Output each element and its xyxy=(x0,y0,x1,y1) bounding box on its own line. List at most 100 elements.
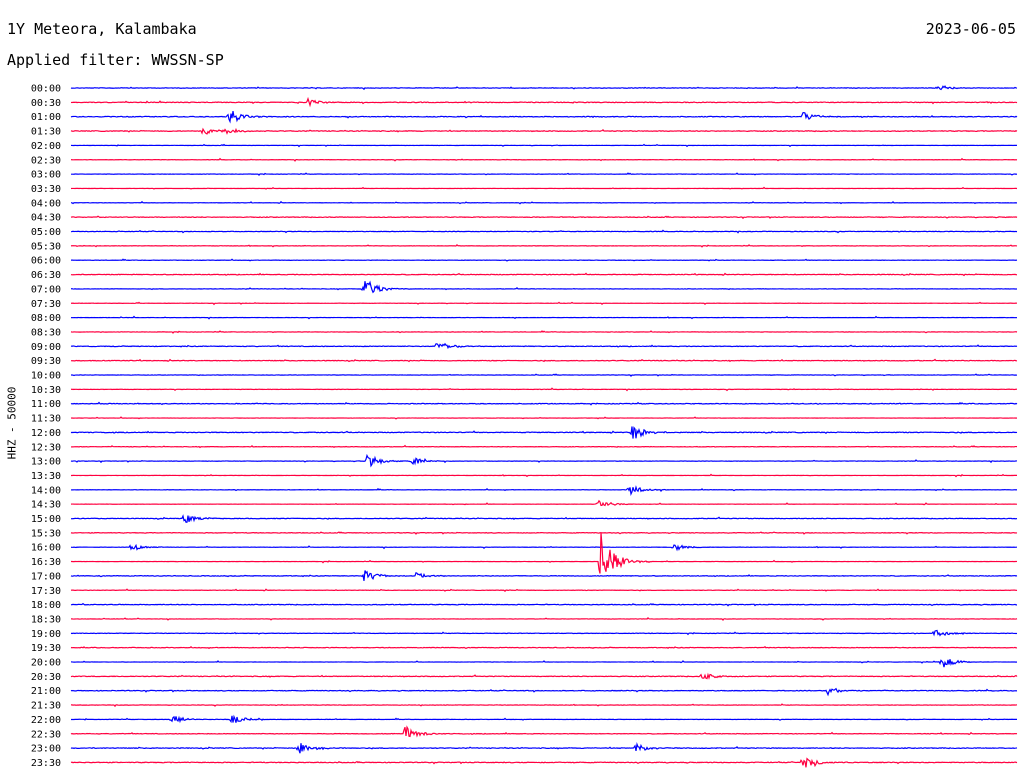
trace-line xyxy=(70,358,1018,363)
row-time-label: 16:00 xyxy=(31,543,61,554)
trace-line xyxy=(70,659,1018,668)
row-time-label: 03:30 xyxy=(31,184,61,195)
trace-line xyxy=(70,426,1018,439)
row-time-label: 11:30 xyxy=(31,414,61,425)
row-time-label: 18:00 xyxy=(31,600,61,611)
row-time-label: 13:30 xyxy=(31,471,61,482)
trace-line xyxy=(70,714,1018,724)
trace-line xyxy=(70,532,1018,574)
row-time-label: 00:30 xyxy=(31,98,61,109)
trace-line xyxy=(70,244,1018,248)
row-time-label: 20:30 xyxy=(31,672,61,683)
trace-line xyxy=(71,703,1018,708)
row-time-label: 05:30 xyxy=(31,241,61,252)
trace-line xyxy=(70,229,1018,234)
row-time-label: 14:00 xyxy=(31,485,61,496)
row-time-label: 00:00 xyxy=(31,84,61,95)
trace-line xyxy=(70,416,1018,420)
row-time-label: 02:00 xyxy=(31,141,61,152)
trace-line xyxy=(70,531,1018,535)
row-time-label: 23:30 xyxy=(31,758,61,769)
trace-line xyxy=(70,215,1018,220)
trace-line xyxy=(70,602,1018,607)
date-label: 2023-06-05 xyxy=(925,20,1016,38)
trace-line xyxy=(70,687,1018,697)
trace-line xyxy=(70,280,1018,294)
row-time-label: 10:00 xyxy=(31,371,61,382)
trace-line xyxy=(70,453,1018,468)
row-time-label: 07:30 xyxy=(31,299,61,310)
row-time-label: 07:00 xyxy=(31,284,61,295)
trace-line xyxy=(70,127,1018,135)
row-time-label: 12:30 xyxy=(31,442,61,453)
trace-line xyxy=(70,315,1018,320)
row-time-label: 09:00 xyxy=(31,342,61,353)
trace-line xyxy=(70,200,1018,205)
row-time-label: 17:00 xyxy=(31,571,61,582)
trace-line xyxy=(70,725,1018,738)
row-time-label: 12:00 xyxy=(31,428,61,439)
row-time-label: 18:30 xyxy=(31,614,61,625)
row-time-label: 15:30 xyxy=(31,528,61,539)
row-time-label: 22:00 xyxy=(31,715,61,726)
trace-line xyxy=(70,757,1018,768)
row-time-label: 17:30 xyxy=(31,586,61,597)
row-time-label: 22:30 xyxy=(31,729,61,740)
row-time-label: 02:30 xyxy=(31,155,61,166)
trace-line xyxy=(70,499,1018,507)
trace-line xyxy=(70,401,1018,406)
row-time-label: 08:00 xyxy=(31,313,61,324)
row-time-label: 16:30 xyxy=(31,557,61,568)
trace-line xyxy=(70,588,1018,592)
row-time-label: 01:30 xyxy=(31,127,61,138)
row-time-label: 21:30 xyxy=(31,701,61,712)
trace-line xyxy=(70,301,1018,306)
trace-line xyxy=(70,272,1018,277)
trace-line xyxy=(70,342,1018,350)
row-time-label: 01:00 xyxy=(31,112,61,123)
trace-line xyxy=(70,330,1018,334)
station-title: 1Y Meteora, Kalambaka xyxy=(7,20,197,38)
row-time-label: 15:00 xyxy=(31,514,61,525)
row-time-label: 13:00 xyxy=(31,457,61,468)
row-time-label: 04:30 xyxy=(31,213,61,224)
trace-line xyxy=(70,96,1018,108)
trace-line xyxy=(70,157,1018,162)
row-time-label: 14:30 xyxy=(31,500,61,511)
row-time-label: 05:00 xyxy=(31,227,61,238)
trace-line xyxy=(70,473,1018,478)
trace-line xyxy=(70,485,1018,496)
row-time-label: 10:30 xyxy=(31,385,61,396)
trace-line xyxy=(70,172,1018,177)
row-time-label: 19:00 xyxy=(31,629,61,640)
row-time-label: 08:30 xyxy=(31,327,61,338)
row-time-label: 19:30 xyxy=(31,643,61,654)
row-time-label: 04:00 xyxy=(31,198,61,209)
trace-line xyxy=(70,387,1018,392)
trace-line xyxy=(70,186,1018,190)
row-time-label: 09:30 xyxy=(31,356,61,367)
trace-line xyxy=(70,514,1018,523)
trace-line xyxy=(70,741,1018,754)
trace-line xyxy=(70,373,1018,377)
trace-line xyxy=(70,629,1018,637)
trace-line xyxy=(70,143,1018,148)
row-time-label: 06:00 xyxy=(31,256,61,267)
trace-line xyxy=(70,110,1018,124)
trace-line xyxy=(70,570,1018,581)
trace-line xyxy=(70,258,1018,262)
trace-line xyxy=(70,646,1018,650)
row-time-label: 03:00 xyxy=(31,170,61,181)
filter-label: Applied filter: WWSSN-SP xyxy=(7,51,224,69)
row-time-label: 11:00 xyxy=(31,399,61,410)
row-time-label: 06:30 xyxy=(31,270,61,281)
trace-line xyxy=(70,672,1018,680)
trace-line xyxy=(70,616,1018,622)
row-time-label: 20:00 xyxy=(31,658,61,669)
trace-line xyxy=(70,543,1018,552)
row-time-label: 21:00 xyxy=(31,686,61,697)
row-time-label: 23:00 xyxy=(31,744,61,755)
trace-line xyxy=(70,444,1018,449)
trace-line xyxy=(70,85,1018,91)
